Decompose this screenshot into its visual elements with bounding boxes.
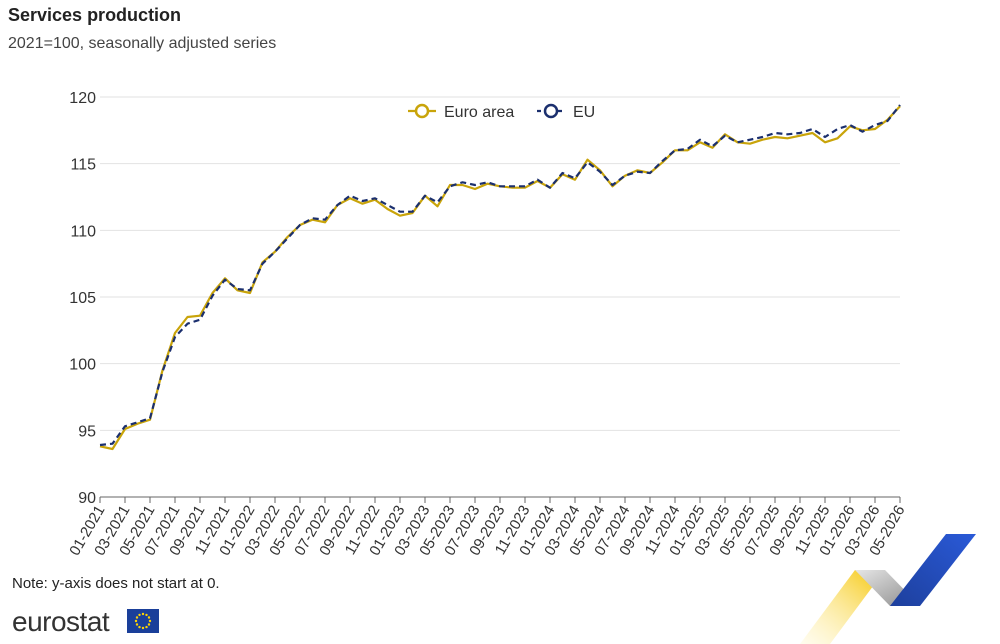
euro-area-line: [99, 105, 901, 451]
legend-marker: [543, 103, 559, 119]
chart-subtitle: 2021=100, seasonally adjusted series: [8, 35, 277, 52]
y-tick-label: 115: [70, 157, 96, 174]
legend-label: Euro area: [444, 104, 514, 121]
y-tick-label: 110: [70, 223, 96, 240]
legend-marker: [414, 103, 430, 119]
eurostat-logo: eurostat: [12, 606, 110, 637]
footnote: Note: y-axis does not start at 0.: [12, 575, 220, 592]
y-tick-label: 90: [78, 490, 96, 507]
y-tick-label: 95: [78, 423, 96, 440]
grid-lines: [100, 96, 900, 431]
y-tick-label: 100: [69, 357, 96, 374]
legend-item-eu[interactable]: EU: [537, 103, 595, 121]
legend-label: EU: [573, 104, 595, 121]
y-tick-label: 105: [69, 290, 96, 307]
eu-flag-icon: [127, 609, 159, 633]
legend-item-euro-area[interactable]: Euro area: [408, 103, 514, 121]
decorative-ribbon-icon: [800, 534, 976, 644]
y-axis-ticks: 90 95 100 105 110 115 120: [69, 90, 96, 507]
y-tick-label: 120: [69, 90, 96, 107]
chart-title: Services production: [8, 5, 182, 25]
eu-line: [99, 104, 901, 447]
legend: Euro area EU: [408, 103, 595, 121]
series-lines: [99, 104, 901, 451]
